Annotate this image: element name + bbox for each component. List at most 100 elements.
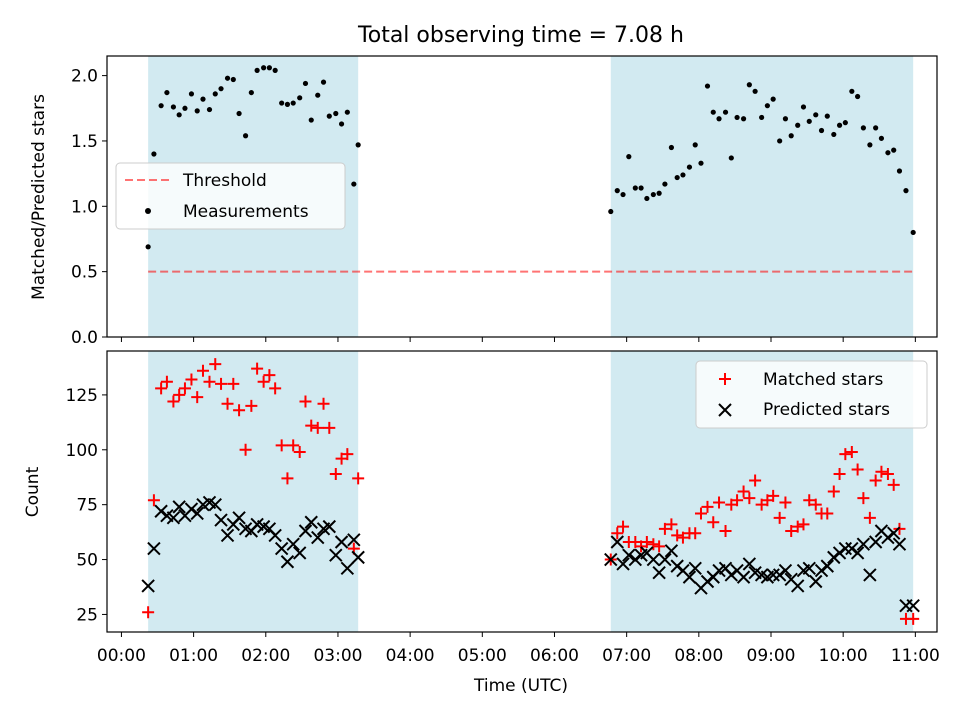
measurement-point — [344, 109, 350, 115]
measurement-point — [656, 190, 662, 196]
predicted-star-point — [766, 568, 780, 582]
matched-star-point — [155, 382, 168, 395]
matched-star-point — [275, 439, 288, 452]
measurement-point — [164, 89, 170, 96]
measurement-point — [777, 138, 783, 144]
matched-star-point — [665, 518, 678, 531]
measurement-point — [608, 208, 614, 215]
matched-star-point — [839, 448, 852, 461]
x-tick-label: 06:00 — [530, 646, 579, 666]
matched-star-point — [653, 540, 666, 553]
matched-star-point — [881, 467, 894, 480]
matched-star-point — [907, 612, 920, 625]
predicted-star-point — [208, 497, 222, 512]
measurement-point — [200, 96, 206, 102]
measurement-point — [638, 185, 644, 191]
matched-star-point — [851, 463, 864, 476]
predicted-star-point — [214, 513, 228, 527]
x-tick-label: 10:00 — [819, 646, 868, 666]
matched-star-point — [694, 507, 707, 520]
measurement-point — [903, 188, 909, 194]
bottom-y-tick-label: 125 — [66, 386, 98, 406]
measurement-point — [878, 135, 885, 141]
matched-star-point — [299, 395, 312, 408]
predicted-star-point — [906, 598, 920, 613]
predicted-star-point — [856, 537, 871, 551]
measurement-point — [668, 144, 675, 151]
legend-measurements-swatch — [145, 208, 151, 214]
predicted-star-point — [351, 550, 365, 565]
predicted-stars-points — [141, 495, 920, 613]
matched-star-point — [142, 606, 155, 619]
matched-star-point — [773, 511, 786, 524]
top-axes-frame — [106, 55, 938, 338]
predicted-star-point — [280, 555, 295, 569]
matched-star-point — [196, 364, 209, 377]
matched-star-point — [731, 494, 744, 507]
matched-star-point — [737, 485, 750, 498]
x-tick-label: 01:00 — [169, 646, 218, 666]
top-y-tick-label: 2.0 — [71, 67, 98, 87]
matched-star-point — [178, 382, 191, 395]
matched-star-point — [875, 465, 888, 478]
matched-star-point — [845, 445, 858, 458]
matched-star-point — [215, 377, 228, 390]
bottom-axes: 25 50 75 100 125 00:00 01:00 02:00 03:00 04:00 05:… — [66, 350, 940, 666]
measurement-point — [831, 131, 837, 138]
top-axes: 0.0 0.5 1.0 1.5 2.0 — [71, 55, 938, 348]
predicted-star-point — [334, 535, 349, 549]
matched-star-point — [281, 472, 294, 485]
measurement-point — [218, 86, 224, 92]
matched-star-point — [869, 474, 882, 487]
matched-star-point — [317, 397, 330, 410]
predicted-star-point — [664, 544, 679, 558]
matched-stars-points — [142, 358, 920, 625]
predicted-star-point — [790, 579, 805, 593]
matched-star-point — [767, 489, 780, 502]
bottom-y-tick-label: 25 — [76, 605, 98, 625]
measurement-point — [644, 195, 650, 202]
measurement-point — [746, 82, 752, 88]
matched-star-point — [147, 494, 160, 507]
matched-star-point — [863, 511, 876, 524]
matched-star-point — [293, 445, 306, 458]
measurement-point — [698, 160, 704, 166]
x-tick-label: 07:00 — [602, 646, 651, 666]
predicted-star-point — [622, 548, 636, 562]
predicted-star-point — [850, 546, 865, 560]
predicted-star-point — [274, 541, 289, 556]
predicted-star-point — [838, 541, 853, 556]
matched-star-point — [803, 494, 816, 507]
measurement-point — [290, 100, 296, 106]
matched-star-point — [707, 516, 720, 529]
legend-predicted-swatch — [718, 403, 732, 417]
predicted-star-point — [347, 533, 361, 547]
bottom-legend: Matched stars Predicted stars — [695, 360, 928, 429]
measurement-point — [885, 150, 891, 156]
measurement-point — [873, 125, 879, 131]
predicted-star-point — [868, 535, 883, 549]
measurement-point — [158, 103, 164, 109]
predicted-star-point — [682, 570, 697, 584]
top-y-tick-label: 0.5 — [71, 263, 98, 283]
measurement-point — [315, 92, 321, 98]
predicted-star-point — [292, 546, 307, 560]
matched-star-point — [671, 529, 684, 542]
measurement-point — [308, 117, 314, 123]
matched-star-point — [227, 377, 240, 390]
predicted-star-point — [298, 524, 313, 538]
predicted-star-point — [190, 506, 204, 521]
bottom-axes-frame — [106, 350, 938, 633]
measurement-point — [734, 114, 740, 121]
matched-star-point — [809, 498, 822, 511]
matched-star-point — [827, 485, 840, 498]
predicted-star-point — [304, 515, 318, 529]
matched-star-point — [269, 382, 282, 395]
x-tick-label: 08:00 — [674, 646, 723, 666]
measurement-point — [867, 142, 873, 148]
bottom-y-tick-label: 50 — [76, 551, 98, 571]
predicted-star-point — [329, 548, 343, 562]
measurement-point — [266, 65, 272, 71]
matched-star-point — [239, 443, 252, 456]
measurement-point — [188, 91, 195, 97]
